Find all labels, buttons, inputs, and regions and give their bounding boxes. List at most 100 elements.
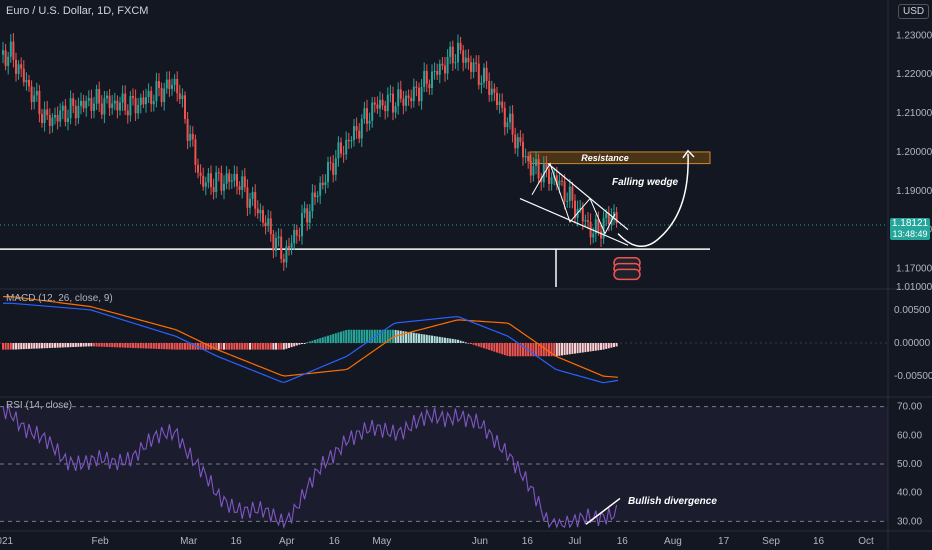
candle-body <box>82 100 85 109</box>
macd-histogram-bar <box>126 343 129 348</box>
time-axis-label: Feb <box>91 536 109 547</box>
macd-histogram-bar <box>137 343 140 349</box>
macd-histogram-bar <box>181 343 184 350</box>
macd-histogram-bar <box>511 343 514 357</box>
candle-body <box>477 63 480 85</box>
macd-histogram-bar <box>124 343 127 348</box>
candle-body <box>532 165 535 176</box>
macd-histogram-bar <box>537 343 540 357</box>
macd-histogram-bar <box>269 343 272 350</box>
candle-body <box>165 79 168 89</box>
candle-body <box>615 212 618 223</box>
macd-histogram-bar <box>306 342 309 344</box>
candle-body <box>550 177 553 184</box>
macd-histogram-bar <box>155 343 158 349</box>
divergence-line <box>585 497 621 525</box>
macd-histogram-bar <box>415 333 418 343</box>
candle-body <box>98 88 101 104</box>
candle-body <box>548 169 550 184</box>
candle-body <box>9 41 12 57</box>
macd-histogram-bar <box>589 343 592 352</box>
macd-histogram-bar <box>147 343 150 349</box>
macd-histogram-bar <box>7 343 10 350</box>
macd-histogram-bar <box>176 343 179 350</box>
candle-body <box>389 93 392 95</box>
candle-body <box>303 208 306 214</box>
macd-histogram-bar <box>444 337 446 343</box>
event-badge <box>613 268 641 281</box>
signal-line <box>3 296 619 378</box>
macd-histogram-bar <box>254 343 257 350</box>
candle-body <box>262 210 264 223</box>
macd-histogram-bar <box>111 343 114 348</box>
currency-badge[interactable]: USD <box>898 4 930 19</box>
time-axis-label: 16 <box>329 536 341 547</box>
macd-histogram-bar <box>288 343 290 348</box>
candle-body <box>402 98 405 106</box>
macd-histogram-bar <box>61 343 64 348</box>
macd-histogram-bar <box>46 343 49 349</box>
candle-body <box>228 173 231 182</box>
macd-histogram-bar <box>496 343 498 353</box>
candle-body <box>418 87 420 102</box>
macd-histogram-bar <box>186 343 189 350</box>
candle-body <box>566 201 569 203</box>
candle-body <box>215 172 218 193</box>
macd-histogram-bar <box>524 343 527 357</box>
candle-body <box>275 238 277 251</box>
candle-body <box>597 219 600 232</box>
candle-body <box>360 118 363 139</box>
macd-histogram-bar <box>285 343 288 349</box>
macd-histogram-bar <box>503 343 506 356</box>
candle-body <box>462 50 465 63</box>
candle-body <box>425 70 428 84</box>
macd-histogram-bar <box>477 343 480 347</box>
macd-histogram-bar <box>106 343 108 347</box>
macd-histogram-bar <box>33 343 36 349</box>
candle-body <box>345 139 348 155</box>
macd-histogram-bar <box>321 337 324 343</box>
candle-body <box>95 88 98 104</box>
candle-body <box>269 218 272 235</box>
candle-body <box>194 139 197 165</box>
time-axis-label: Oct <box>858 536 874 547</box>
projection-arrowhead <box>682 149 695 159</box>
macd-histogram-bar <box>202 343 205 350</box>
candle-body <box>613 212 615 217</box>
candle-body <box>277 236 280 239</box>
candle-body <box>464 57 467 63</box>
candle-body <box>207 173 210 183</box>
rsi-axis-label: 40.00 <box>897 488 922 499</box>
macd-histogram-bar <box>319 338 322 343</box>
macd-histogram-bar <box>332 334 335 343</box>
candle-body <box>376 104 379 109</box>
candle-body <box>163 88 166 103</box>
candle-body <box>51 117 54 126</box>
candle-body <box>204 182 207 187</box>
candle-body <box>327 162 329 183</box>
candle-body <box>355 126 358 131</box>
candle-body <box>126 110 129 116</box>
candle-body <box>264 222 267 226</box>
price-axis-label: 1.19000 <box>896 186 932 197</box>
candle-body <box>249 198 251 208</box>
candle-body <box>423 70 426 87</box>
candle-body <box>256 208 259 214</box>
candle-body <box>368 120 371 124</box>
candle-body <box>602 218 605 239</box>
macd-histogram-bar <box>381 329 384 343</box>
candle-body <box>340 142 342 154</box>
macd-histogram-bar <box>475 343 478 346</box>
price-axis-label: 1.20000 <box>896 147 932 158</box>
macd-histogram-bar <box>56 343 59 348</box>
candle-body <box>251 192 254 199</box>
candle-body <box>483 67 485 83</box>
macd-histogram-bar <box>433 336 436 343</box>
macd-histogram-bar <box>230 343 233 350</box>
candle-body <box>87 98 90 101</box>
candle-body <box>449 46 452 57</box>
candle-body <box>246 187 249 208</box>
candle-body <box>506 122 509 128</box>
candle-body <box>337 142 340 159</box>
